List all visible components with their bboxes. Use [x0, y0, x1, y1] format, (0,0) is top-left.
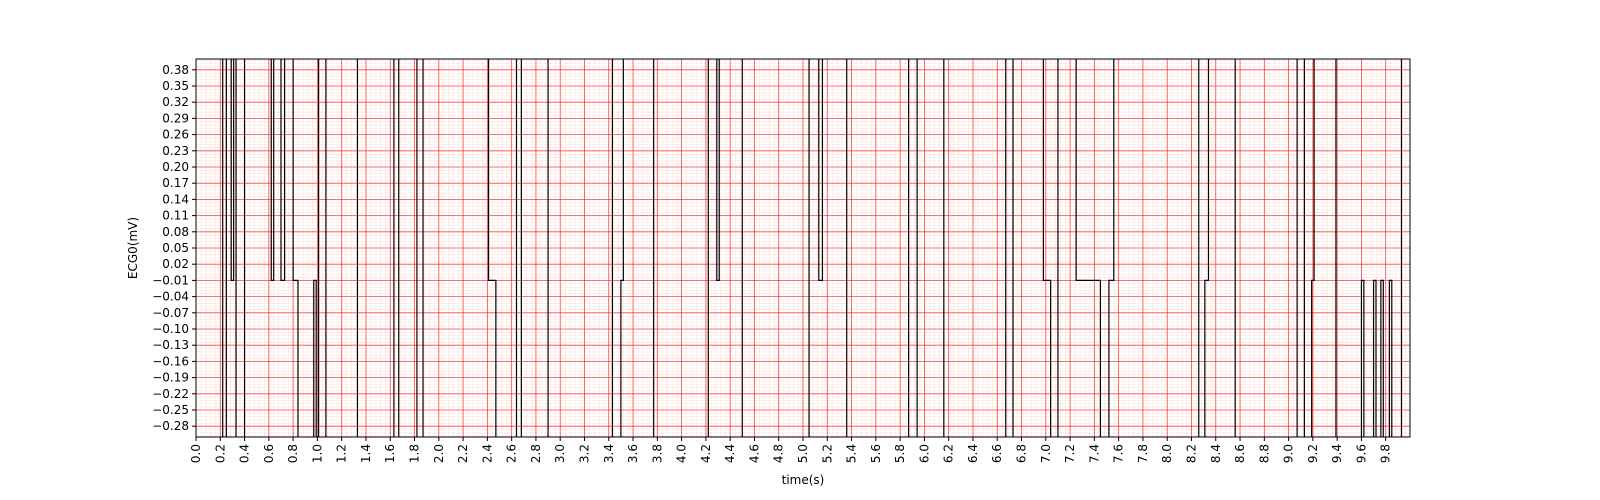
- x-tick-label: 7.0: [1039, 444, 1053, 463]
- y-tick-label: −0.16: [152, 354, 189, 368]
- y-tick-label: 0.35: [162, 79, 189, 93]
- x-tick-label: 9.4: [1330, 444, 1344, 463]
- ecg-line: [222, 59, 1403, 437]
- y-tick-label: 0.29: [162, 111, 189, 125]
- x-tick-label: 2.0: [432, 444, 446, 463]
- y-tick-label: −0.22: [152, 387, 189, 401]
- y-tick-label: 0.02: [162, 257, 189, 271]
- x-tick-label: 1.0: [310, 444, 324, 463]
- x-tick-label: 1.8: [408, 444, 422, 463]
- x-tick-label: 9.8: [1379, 444, 1393, 463]
- x-tick-label: 5.8: [893, 444, 907, 463]
- x-tick-label: 4.2: [699, 444, 713, 463]
- y-tick-label: 0.05: [162, 241, 189, 255]
- x-tick-label: 0.8: [286, 444, 300, 463]
- plot-area: [222, 59, 1403, 437]
- x-tick-label: 8.8: [1257, 444, 1271, 463]
- x-tick-label: 7.4: [1087, 444, 1101, 463]
- y-tick-label: −0.04: [152, 290, 189, 304]
- x-tick-label: 5.4: [845, 444, 859, 463]
- x-tick-label: 3.2: [577, 444, 591, 463]
- ticks: 0.0 0.2 0.4 0.6 0.8 1.0 1.2 1.4 1.6 1.8 2.0 2.2 2.4 2…: [152, 63, 1393, 463]
- y-tick-label: 0.08: [162, 225, 189, 239]
- x-tick-label: 4.0: [675, 444, 689, 463]
- x-tick-label: 5.2: [820, 444, 834, 463]
- x-tick-label: 7.8: [1136, 444, 1150, 463]
- x-tick-label: 3.8: [650, 444, 664, 463]
- x-tick-label: 4.6: [747, 444, 761, 463]
- y-tick-label: 0.32: [162, 95, 189, 109]
- x-tick-label: 3.6: [626, 444, 640, 463]
- x-tick-label: 4.8: [772, 444, 786, 463]
- x-tick-label: 3.0: [553, 444, 567, 463]
- x-tick-label: 9.6: [1354, 444, 1368, 463]
- x-tick-label: 0.6: [262, 444, 276, 463]
- y-tick-label: −0.19: [152, 371, 189, 385]
- y-tick-label: −0.10: [152, 322, 189, 336]
- y-tick-label: −0.13: [152, 338, 189, 352]
- x-tick-label: 5.0: [796, 444, 810, 463]
- y-tick-label: −0.25: [152, 403, 189, 417]
- y-tick-label: 0.20: [162, 160, 189, 174]
- y-tick-label: 0.23: [162, 144, 189, 158]
- x-tick-label: 9.2: [1306, 444, 1320, 463]
- y-tick-label: 0.38: [162, 63, 189, 77]
- x-tick-label: 6.6: [990, 444, 1004, 463]
- x-tick-label: 8.0: [1160, 444, 1174, 463]
- x-tick-label: 6.0: [917, 444, 931, 463]
- x-tick-label: 6.2: [942, 444, 956, 463]
- x-tick-label: 2.2: [456, 444, 470, 463]
- x-tick-label: 8.4: [1209, 444, 1223, 463]
- y-tick-label: 0.26: [162, 128, 189, 142]
- y-axis-label: ECG0(mV): [126, 217, 140, 279]
- x-tick-label: 0.4: [238, 444, 252, 463]
- x-tick-label: 1.2: [335, 444, 349, 463]
- y-tick-label: −0.07: [152, 306, 189, 320]
- x-tick-label: 7.2: [1063, 444, 1077, 463]
- x-tick-label: 1.4: [359, 444, 373, 463]
- x-tick-label: 7.6: [1112, 444, 1126, 463]
- x-tick-label: 0.0: [189, 444, 203, 463]
- x-tick-label: 2.4: [480, 444, 494, 463]
- x-tick-label: 8.6: [1233, 444, 1247, 463]
- x-tick-label: 1.6: [383, 444, 397, 463]
- y-tick-label: −0.01: [152, 273, 189, 287]
- x-tick-label: 2.8: [529, 444, 543, 463]
- x-tick-label: 4.4: [723, 444, 737, 463]
- x-tick-label: 5.6: [869, 444, 883, 463]
- x-tick-label: 8.2: [1184, 444, 1198, 463]
- x-tick-label: 6.8: [1015, 444, 1029, 463]
- x-tick-label: 2.6: [505, 444, 519, 463]
- x-tick-label: 6.4: [966, 444, 980, 463]
- x-axis-label: time(s): [782, 473, 825, 487]
- y-tick-label: 0.14: [162, 192, 189, 206]
- x-tick-label: 0.2: [213, 444, 227, 463]
- y-tick-label: 0.11: [162, 209, 189, 223]
- y-tick-label: −0.28: [152, 419, 189, 433]
- x-tick-label: 9.0: [1282, 444, 1296, 463]
- x-tick-label: 3.4: [602, 444, 616, 463]
- y-tick-label: 0.17: [162, 176, 189, 190]
